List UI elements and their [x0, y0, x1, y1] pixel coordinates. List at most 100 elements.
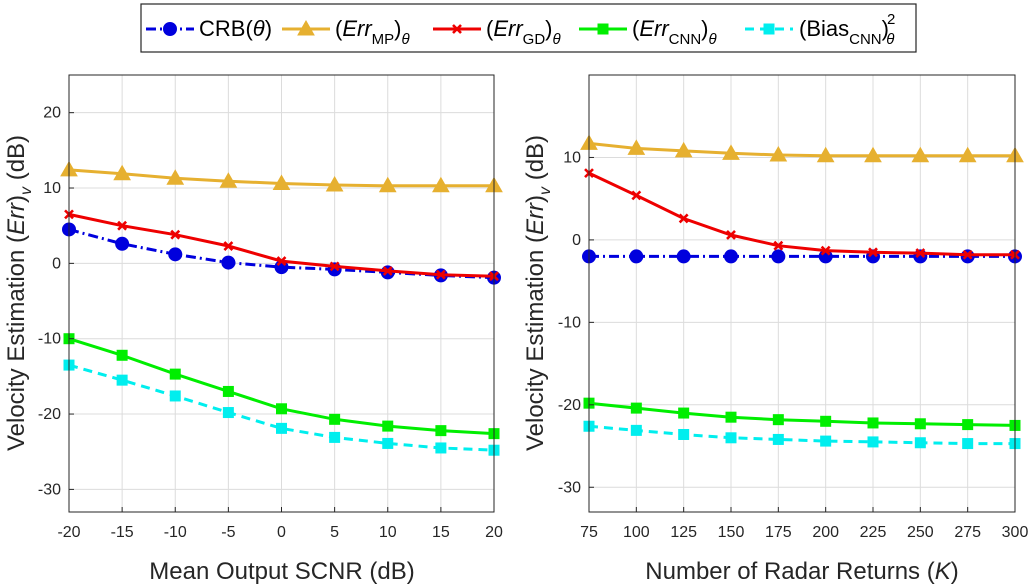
legend-marker-cnn — [597, 23, 609, 35]
right-point-mp — [722, 144, 740, 160]
right-point-crb — [629, 249, 644, 264]
left-point-mp — [272, 174, 291, 190]
right-point-mp — [958, 146, 977, 163]
legend-marker-mp — [297, 19, 315, 36]
left-y-tick-label: 10 — [43, 180, 61, 197]
left-point-mp — [325, 175, 344, 192]
left-y-tick-label: -10 — [38, 331, 61, 348]
left-series-mp — [60, 160, 503, 193]
right-ticks: 75 100 125 150 175 200 225 250 275 300 -30 -20 -10 0 1… — [558, 149, 1029, 541]
right-point-crb — [676, 249, 691, 264]
right-point-cnn — [630, 402, 642, 414]
legend-label-cnn: (ErrCNN)θ — [632, 16, 717, 48]
legend-label-mp: (ErrMP)θ — [335, 16, 410, 48]
right-panel: 75 100 125 150 175 200 225 250 275 300 -30 -20 -10 0 1… — [522, 74, 1029, 585]
right-y-tick-label: -30 — [558, 479, 581, 496]
left-point-gd — [117, 220, 128, 231]
right-line-gd — [588, 171, 1015, 257]
right-grid — [588, 75, 1016, 512]
left-point-mp — [378, 176, 397, 193]
right-point-bias — [630, 424, 642, 436]
right-point-mp — [674, 141, 693, 158]
right-series-cnn — [583, 397, 1021, 431]
legend-marker-crb — [163, 22, 177, 36]
right-point-bias — [820, 435, 832, 447]
left-point-crb — [221, 255, 236, 270]
right-point-cnn — [962, 419, 974, 431]
right-line-mp — [588, 141, 1015, 158]
left-x-tick-label: 0 — [277, 524, 286, 541]
left-point-gd — [435, 269, 446, 280]
right-point-mp — [769, 145, 788, 162]
right-point-bias — [678, 428, 690, 440]
right-y-tick-label: 0 — [572, 232, 581, 249]
left-y-tick-label: -20 — [38, 406, 61, 423]
left-point-cnn — [222, 385, 234, 397]
right-x-tick-label: 300 — [1002, 524, 1029, 541]
left-panel: -20 -15 -10 -5 0 5 10 15 20 -30 -20 -10 0 10 20 Mean O… — [3, 74, 503, 585]
left-ticks: -20 -15 -10 -5 0 5 10 15 20 -30 -20 -10 0 10 20 — [38, 105, 503, 541]
left-point-bias — [276, 422, 287, 434]
right-point-bias — [725, 432, 737, 444]
left-x-tick-label: -15 — [111, 524, 134, 541]
legend-marker-gd — [452, 24, 462, 34]
legend-marker-bias — [763, 23, 775, 35]
right-point-mp — [816, 146, 835, 163]
right-point-gd — [915, 248, 926, 259]
legend-label-crb: CRB(θ) — [199, 16, 272, 41]
left-x-tick-label: 15 — [432, 524, 450, 541]
left-x-tick-label: -5 — [221, 524, 235, 541]
right-y-axis-label: Velocity Estimation (Err)v (dB) — [522, 135, 554, 451]
left-y-tick-label: 20 — [43, 105, 61, 122]
right-point-crb — [771, 249, 786, 264]
left-point-cnn — [382, 420, 394, 432]
right-axes-box — [588, 74, 1016, 513]
left-x-tick-label: -10 — [164, 524, 187, 541]
right-x-tick-label: 200 — [812, 524, 839, 541]
legend-box — [140, 3, 917, 53]
left-point-bias — [222, 407, 234, 419]
legend-label-gd: (ErrGD)θ — [486, 16, 561, 48]
right-series — [580, 134, 1024, 450]
right-y-tick-label: 10 — [563, 149, 581, 166]
right-point-cnn — [867, 417, 879, 429]
left-point-gd — [223, 241, 234, 251]
left-point-cnn — [169, 368, 181, 380]
left-point-bias — [116, 374, 128, 386]
right-point-bias — [867, 436, 879, 448]
right-point-bias — [962, 438, 974, 450]
right-x-tick-label: 275 — [954, 524, 981, 541]
left-point-bias — [329, 431, 341, 443]
right-x-tick-label: 100 — [623, 524, 650, 541]
left-point-bias — [169, 390, 181, 402]
right-y-tick-label: -20 — [558, 397, 581, 414]
left-point-mp — [432, 176, 450, 193]
right-point-gd — [773, 240, 784, 251]
right-point-cnn — [914, 418, 926, 430]
right-point-gd — [962, 249, 973, 260]
right-x-tick-label: 225 — [860, 524, 887, 541]
left-point-cnn — [116, 349, 128, 361]
right-x-tick-label: 250 — [907, 524, 934, 541]
left-point-gd — [329, 261, 340, 272]
left-x-tick-label: 20 — [485, 524, 503, 541]
right-line-cnn — [588, 401, 1016, 427]
left-x-tick-label: -20 — [57, 524, 80, 541]
right-x-tick-label: 125 — [670, 524, 697, 541]
right-x-tick-label: 75 — [580, 524, 598, 541]
left-grid — [68, 75, 495, 512]
left-point-mp — [219, 172, 238, 188]
right-point-cnn — [820, 415, 832, 427]
left-point-gd — [170, 229, 181, 240]
right-point-mp — [627, 139, 646, 155]
right-point-bias — [914, 437, 926, 449]
right-point-mp — [864, 146, 882, 163]
left-point-cnn — [435, 425, 447, 437]
left-point-cnn — [329, 413, 341, 425]
legend-samples — [146, 19, 793, 36]
left-point-cnn — [276, 403, 287, 415]
right-x-tick-label: 150 — [718, 524, 745, 541]
right-point-cnn — [772, 414, 784, 426]
left-point-mp — [166, 169, 185, 185]
